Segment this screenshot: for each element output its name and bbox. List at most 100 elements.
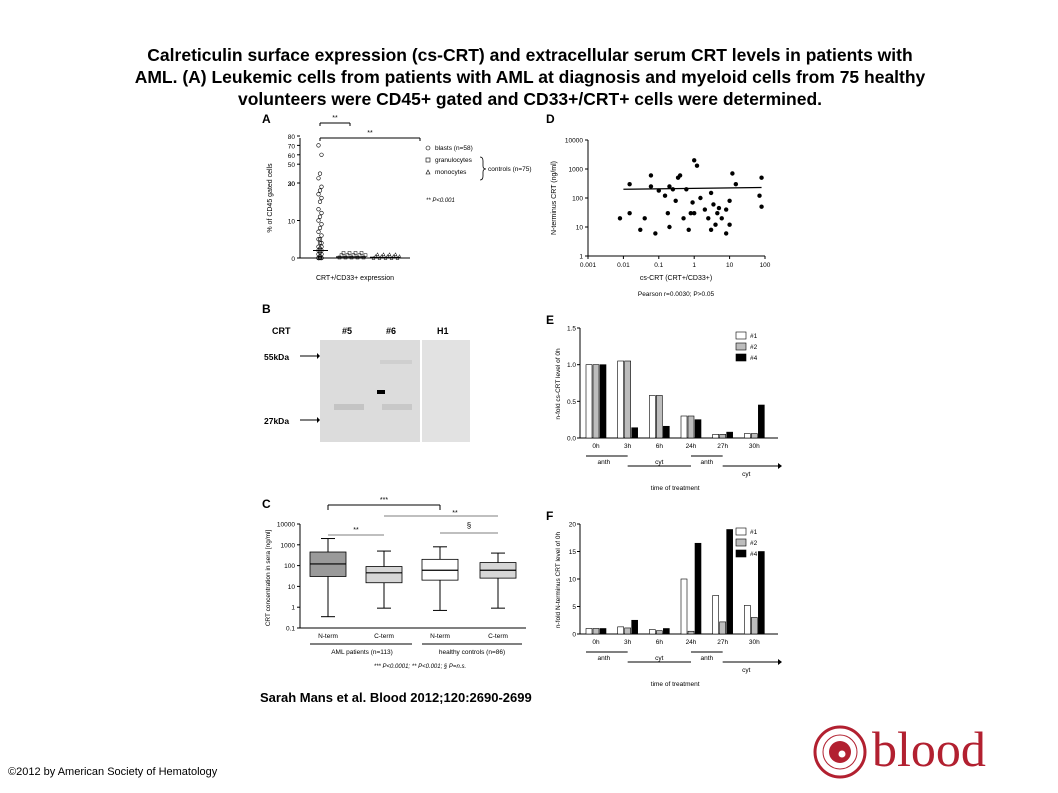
panel-c-box [365,566,403,584]
panel-d-point [677,173,683,178]
panel-f-y-tick-label: 0 [572,632,576,639]
panel-a-monocyte-point [377,255,382,260]
panel-c-y-tick-label: 0.1 [286,626,295,633]
panel-e-bar [744,433,751,439]
panel-c-y-tick-label: 1000 [281,542,296,549]
panel-a-granulocyte-point [359,251,364,255]
panel-c-note: *** P<0.0001; ** P<0.001; § P=n.s. [374,664,466,670]
panel-f-bar [687,630,695,635]
panel-f-bar [599,628,607,635]
panel-d-point [723,207,729,212]
panel-c-x-tick-label: N-term [430,633,450,640]
panel-c-y-label: CRT concentration in sera [ng/ml] [265,530,272,627]
panel-f-bar [694,542,702,635]
panel-d-point [665,210,671,216]
panel-e-bar [585,364,593,439]
panel-e-bar [663,425,670,439]
panel-a-y-tick-label: 0 [291,256,295,263]
panel-a-x-label: CRT+/CD33+ expression [316,275,394,282]
panel-f-bar [656,630,663,635]
panel-e-bar [719,434,726,439]
panel-e-x-tick-label: 0h [592,443,600,450]
panel-d-point [688,210,693,216]
panel-a-blast-point [317,171,323,176]
panel-d-point [733,181,739,187]
title-line-1: Calreticulin surface expression (cs-CRT)… [147,45,913,65]
panel-e-legend-label: #2 [750,344,758,351]
panel-e-bar [687,415,695,439]
panel-d-point [617,216,623,221]
panel-a-blast-point [319,184,324,189]
panel-a-legend-monocytes: monocytes [435,169,467,176]
panel-a-blast-point [317,255,323,261]
panel-e-x-tick-label: 24h [686,443,697,450]
panel-a-granulocyte-point [349,255,354,260]
panel-e-x-label: time of treatment [651,485,700,492]
panel-a-legend-circle-icon [425,145,431,151]
panel-d-point [662,193,668,198]
panel-f-bar [744,605,751,635]
panel-d-point [670,187,676,192]
panel-f-bar [680,578,688,635]
panel-a-blast-point [316,143,321,148]
panel-d-point [727,222,732,227]
panel-e-bar [624,360,631,439]
panel-d-point [692,158,697,163]
panel-a-note: ** P<0.001 [426,198,455,204]
panel-f-legend-swatch [735,549,747,558]
panel-a-monocyte-point [393,252,398,256]
panel-f-x-tick-label: 6h [656,639,664,646]
panel-c-sig-label-1: *** [380,497,388,504]
panel-b-lane-h1: H1 [437,326,449,336]
panel-c-y-tick-label: 1 [291,605,295,612]
panel-e-bar [712,434,719,439]
panel-d-point [730,171,735,176]
panel-a-monocyte-point [371,255,376,260]
panel-c-x-tick-label: C-term [488,633,508,640]
panel-a-blast-point [317,188,323,193]
citation: Sarah Mans et al. Blood 2012;120:2690-26… [260,690,532,705]
panel-d-point [719,216,724,221]
panel-a-blast-point [316,229,321,234]
panel-d-point [686,227,691,233]
panel-f-x-tick-label: 30h [749,639,760,646]
title-line-2: AML. (A) Leukemic cells from patients wi… [134,67,926,87]
panel-b-marker-55: 55kDa [264,352,289,362]
panel-f-bar [663,628,670,635]
panel-a-granulocyte-point [337,255,342,260]
panel-e-bar [599,364,607,439]
panel-f-bar [649,629,656,635]
panel-e-legend-swatch [735,342,747,351]
panel-a-blast-point [317,225,323,231]
panel-b-blot-left [320,340,420,442]
panel-b-blot-right [422,340,470,442]
panel-d-y-tick-label: 10000 [565,138,583,145]
panel-c-x-tick-label: C-term [374,633,394,640]
panel-e-timeline-arrow [778,463,782,469]
panel-c-y-tick-label: 100 [284,563,295,570]
panel-f-treat-anth2: anth [701,655,714,662]
panel-a-legend-granulocytes: granulocytes [435,157,473,164]
panel-d-point [706,216,711,221]
panel-a-legend-triangle-icon [425,169,431,175]
panel-a-sig-label-2: ** [367,130,373,137]
panel-d-point [759,175,764,180]
panel-d-point [667,224,672,230]
panel-d-point [673,198,678,204]
panel-f-legend-label: #4 [750,551,758,558]
panel-a-blast-point [316,176,321,181]
panel-f-y-tick-label: 10 [569,577,577,584]
panel-b-band [382,404,412,410]
panel-a-blast-point [319,240,324,246]
panel-d-point [759,204,764,209]
ash-seal-icon [813,725,867,779]
panel-e-treat-anth2: anth [701,459,714,466]
panel-d-point [627,210,632,216]
panel-e-bar [592,364,600,439]
panel-a-blast-point [316,218,321,223]
panel-e-x-tick-label: 30h [749,443,760,450]
panel-e-bar [758,404,765,439]
panel-a-y-label: % of CD45 gated cells [267,163,274,233]
panel-a-monocyte-point [395,255,400,260]
